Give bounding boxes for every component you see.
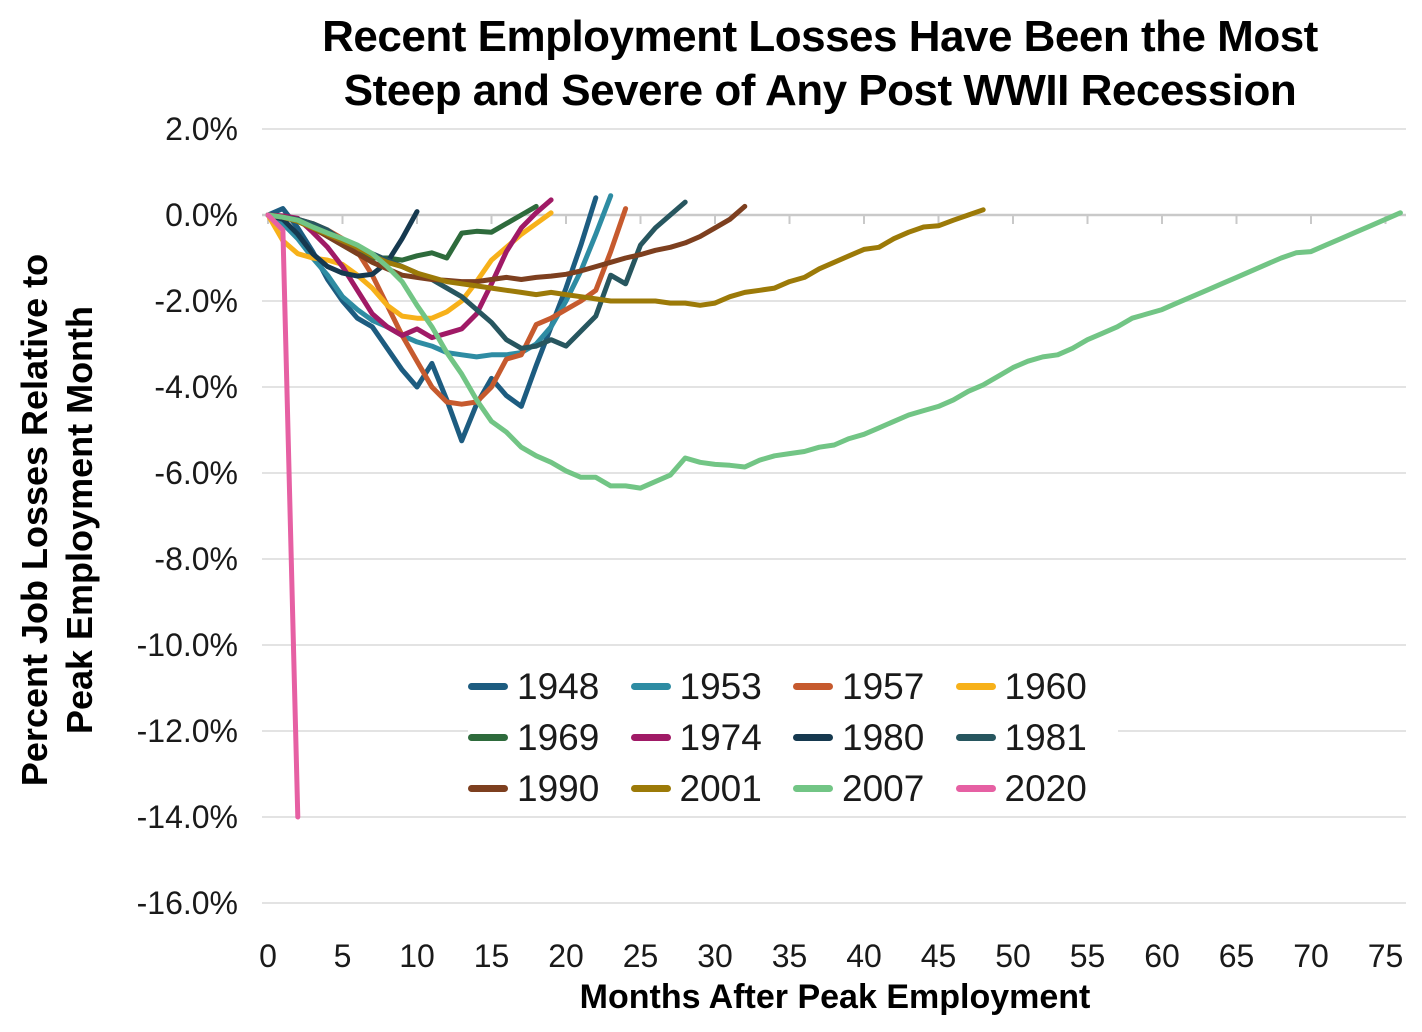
legend-item-1990: 1990 [468, 770, 631, 807]
legend-label-2020: 2020 [1004, 768, 1087, 809]
legend-item-1969: 1969 [468, 719, 631, 756]
legend-swatch-1957 [793, 683, 833, 690]
x-tick-label-5: 5 [333, 938, 352, 974]
y-tick-label--10.0%: -10.0% [136, 627, 238, 663]
x-tick-label-35: 35 [771, 938, 808, 974]
y-tick-label--8.0%: -8.0% [154, 541, 238, 577]
legend-swatch-1990 [468, 785, 508, 792]
legend-label-1948: 1948 [517, 666, 600, 707]
legend-label-1957: 1957 [842, 666, 925, 707]
x-tick-label-65: 65 [1218, 938, 1255, 974]
legend-label-1990: 1990 [517, 768, 600, 809]
series-line-1990 [265, 203, 748, 285]
y-axis-title-line2: Peak Employment Month [59, 305, 100, 735]
legend-item-2020: 2020 [955, 768, 1119, 809]
x-tick-label-55: 55 [1069, 938, 1106, 974]
legend-swatch-1969 [468, 734, 508, 741]
y-tick-label--2.0%: -2.0% [154, 283, 238, 319]
y-tick-label--12.0%: -12.0% [136, 713, 238, 749]
legend-swatch-2001 [630, 785, 671, 792]
chart-title-line1: Recent Employment Losses Have Been the M… [322, 12, 1318, 61]
x-tick-label-0: 0 [259, 938, 277, 974]
legend-swatch-1980 [793, 734, 833, 741]
legend-label-1980: 1980 [842, 717, 925, 758]
legend-swatch-1953 [630, 683, 671, 690]
series-line-2007 [265, 210, 1403, 491]
legend-item-2001: 2001 [630, 768, 794, 809]
legend-label-2001: 2001 [679, 768, 762, 809]
y-tick-label--6.0%: -6.0% [154, 455, 238, 491]
x-tick-label-70: 70 [1293, 938, 1329, 974]
legend-item-1974: 1974 [630, 717, 794, 758]
x-tick-label-75: 75 [1367, 938, 1404, 974]
legend-label-1953: 1953 [679, 666, 762, 707]
x-tick-label-50: 50 [995, 938, 1031, 974]
x-axis-title: Months After Peak Employment [579, 978, 1091, 1016]
x-tick-label-45: 45 [920, 938, 957, 974]
x-tick-label-25: 25 [622, 938, 659, 974]
y-tick-label--4.0%: -4.0% [154, 369, 238, 405]
x-tick-label-15: 15 [473, 938, 510, 974]
legend-item-1981: 1981 [955, 717, 1119, 758]
chart-title-line2: Steep and Severe of Any Post WWII Recess… [343, 65, 1297, 115]
y-tick-label--14.0%: -14.0% [136, 799, 238, 835]
x-tick-label-30: 30 [697, 938, 733, 974]
legend-label-2007: 2007 [842, 768, 925, 809]
y-axis-title: Percent Job Losses Relative to Peak Empl… [12, 254, 102, 786]
legend-label-1969: 1969 [517, 717, 600, 758]
legend-swatch-2007 [793, 785, 833, 792]
x-tick-label-40: 40 [846, 938, 882, 974]
y-tick-label-2.0%: 2.0% [165, 111, 238, 147]
series-line-1953 [265, 193, 614, 360]
series-line-1980 [265, 209, 420, 279]
legend-label-1974: 1974 [679, 717, 762, 758]
series-line-1974 [265, 197, 554, 341]
legend-item-1953: 1953 [630, 666, 794, 707]
legend-item-2007: 2007 [793, 770, 956, 807]
legend-item-1980: 1980 [793, 719, 956, 756]
legend-label-1981: 1981 [1004, 717, 1087, 758]
x-tick-label-20: 20 [548, 938, 584, 974]
x-tick-label-60: 60 [1144, 938, 1180, 974]
legend-swatch-1948 [468, 683, 508, 690]
y-tick-label-0.0%: 0.0% [165, 197, 238, 233]
chart-legend: 1948 1953 1957 1960 1969 1974 1980 1981 1990 2001… [468, 661, 1118, 815]
legend-item-1957: 1957 [793, 668, 956, 705]
series-line-2020 [265, 212, 301, 820]
legend-swatch-1981 [955, 734, 996, 741]
legend-swatch-1960 [955, 683, 996, 690]
y-axis-title-line1: Percent Job Losses Relative to [14, 253, 55, 787]
legend-item-1960: 1960 [955, 666, 1119, 707]
chart-title: Recent Employment Losses Have Been the M… [240, 10, 1400, 117]
legend-label-1960: 1960 [1004, 666, 1087, 707]
legend-swatch-2020 [955, 785, 996, 792]
y-tick-label--16.0%: -16.0% [136, 885, 238, 921]
legend-item-1948: 1948 [468, 668, 631, 705]
legend-swatch-1974 [630, 734, 671, 741]
series-line-2001 [265, 207, 986, 308]
x-tick-label-10: 10 [399, 938, 435, 974]
